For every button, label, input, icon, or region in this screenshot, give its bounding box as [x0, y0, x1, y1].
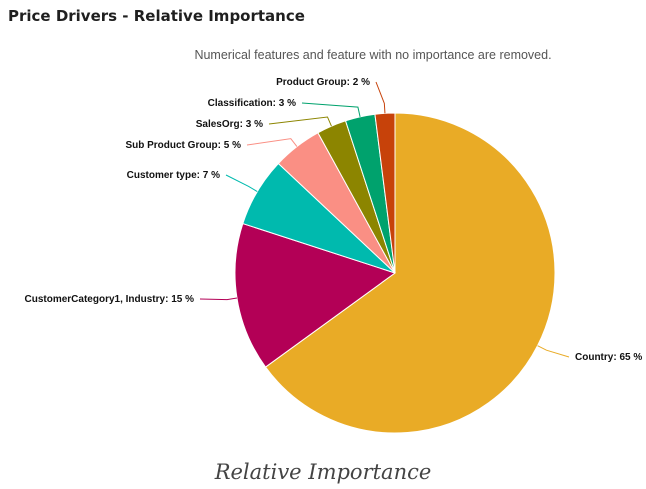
- leader-line-1: [199, 297, 238, 301]
- slice-label-1: CustomerCategory1, Industry: 15 %: [25, 294, 195, 305]
- slice-label-6: Product Group: 2 %: [276, 77, 370, 88]
- leader-line-4: [268, 116, 332, 127]
- slice-label-2: Customer type: 7 %: [127, 170, 220, 181]
- leader-line-2: [225, 174, 258, 192]
- chart-title: Relative Importance: [214, 460, 432, 484]
- leader-line-5: [301, 102, 361, 117]
- slice-label-0: Country: 65 %: [575, 352, 642, 363]
- leader-line-3: [246, 138, 298, 147]
- leader-line-6: [375, 81, 386, 114]
- slice-label-3: Sub Product Group: 5 %: [125, 140, 241, 151]
- pie-slice-6[interactable]: [374, 112, 396, 274]
- pie-slice-1[interactable]: [234, 222, 397, 368]
- panel-title: Price Drivers - Relative Importance: [8, 7, 305, 25]
- slice-label-4: SalesOrg: 3 %: [196, 119, 263, 130]
- chart-subtitle: Numerical features and feature with no i…: [194, 48, 552, 62]
- pie-slice-0[interactable]: [264, 112, 556, 434]
- slice-label-5: Classification: 3 %: [208, 98, 296, 109]
- leader-line-0: [537, 345, 570, 358]
